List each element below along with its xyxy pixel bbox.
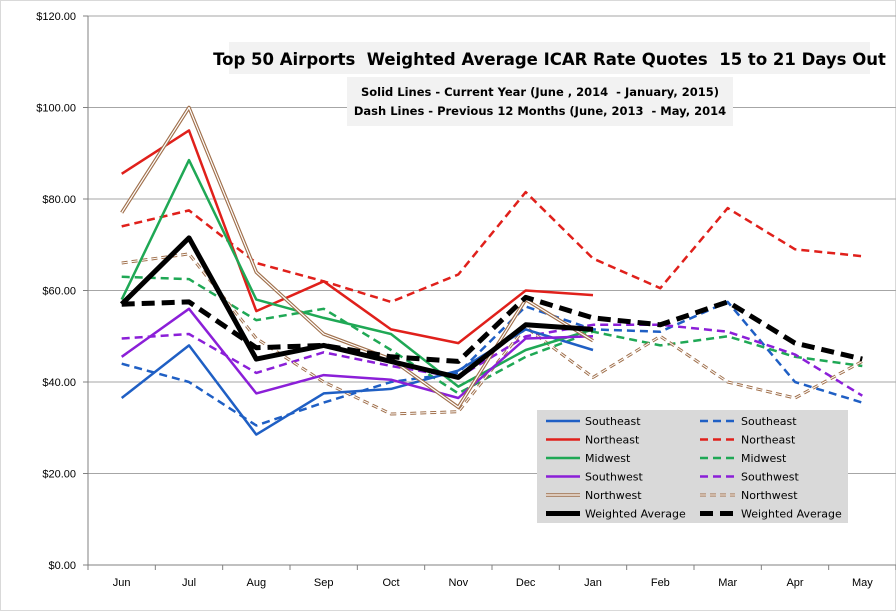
series-path xyxy=(121,275,863,395)
y-tick-label: $20.00 xyxy=(42,469,76,481)
title-block: Top 50 Airports Weighted Average ICAR Ra… xyxy=(213,42,886,126)
axes: $0.00 $20.00 $40.00 $60.00 $80.00 $100.00 $120… xyxy=(36,11,896,589)
x-tick-label: Oct xyxy=(382,577,399,589)
subtitle-line-1: Solid Lines - Current Year (June , 2014 … xyxy=(361,85,719,99)
legend-item: Midwest xyxy=(546,452,631,465)
title-box xyxy=(229,42,870,74)
series-path xyxy=(121,323,863,397)
legend-label: Southeast xyxy=(741,415,797,428)
x-tick-label: Jan xyxy=(584,577,602,589)
legend-item: Northwest xyxy=(546,489,642,502)
series-line-weighted-average-current xyxy=(119,235,594,380)
legend-item: Southwest xyxy=(700,471,799,484)
x-tick-label: Dec xyxy=(516,577,536,589)
legend-label: Southwest xyxy=(741,471,799,484)
series-path xyxy=(119,235,594,380)
legend: Southeast Northeast Midwest Southwest Northw… xyxy=(537,410,848,523)
subtitle-line-2: Dash Lines - Previous 12 Months (June, 2… xyxy=(354,104,726,118)
y-tick-label: $120.00 xyxy=(36,11,76,23)
legend-label: Midwest xyxy=(585,452,631,465)
series-path xyxy=(120,158,594,388)
x-tick-label: Apr xyxy=(786,577,803,589)
y-tick-label: $100.00 xyxy=(36,103,76,115)
series-path xyxy=(121,129,594,345)
y-tick-label: $80.00 xyxy=(42,194,76,206)
legend-label: Northwest xyxy=(741,489,798,502)
series-line-northeast-previous xyxy=(121,190,863,304)
series-path xyxy=(121,294,863,364)
legend-item: Southwest xyxy=(546,471,643,484)
legend-label: Weighted Average xyxy=(741,508,842,521)
x-tick-label: Feb xyxy=(651,577,670,589)
x-tick-label: Sep xyxy=(314,577,334,589)
series-line-southwest-previous xyxy=(121,323,863,397)
y-tick-label: $0.00 xyxy=(48,560,76,572)
legend-label: Weighted Average xyxy=(585,508,686,521)
series-line-midwest-previous xyxy=(121,275,863,395)
legend-item: Northwest xyxy=(700,489,798,502)
legend-item: Weighted Average xyxy=(546,508,686,521)
series-path xyxy=(120,307,594,400)
x-tick-label: Nov xyxy=(449,577,469,589)
subtitle-box xyxy=(347,77,733,126)
series-lines xyxy=(119,105,864,436)
x-tick-label: Jul xyxy=(182,577,196,589)
legend-item: Southeast xyxy=(700,415,797,428)
series-path xyxy=(121,190,863,304)
x-tick-label: Jun xyxy=(113,577,131,589)
legend-item: Northeast xyxy=(546,434,640,447)
chart-title: Top 50 Airports Weighted Average ICAR Ra… xyxy=(213,50,886,69)
legend-label: Southwest xyxy=(585,471,643,484)
legend-item: Weighted Average xyxy=(700,508,842,521)
legend-label: Northeast xyxy=(741,434,796,447)
series-line-northeast-current xyxy=(121,129,594,345)
y-tick-label: $40.00 xyxy=(42,377,76,389)
legend-label: Midwest xyxy=(741,452,787,465)
legend-box xyxy=(537,410,848,523)
x-tick-label: May xyxy=(852,577,873,589)
legend-label: Northeast xyxy=(585,434,640,447)
series-line-weighted-average-previous xyxy=(121,294,863,364)
series-line-southwest-current xyxy=(120,307,594,400)
x-tick-label: Aug xyxy=(247,577,267,589)
legend-item: Midwest xyxy=(700,452,787,465)
legend-label: Southeast xyxy=(585,415,641,428)
legend-label: Northwest xyxy=(585,489,642,502)
legend-item: Northeast xyxy=(700,434,796,447)
y-tick-label: $60.00 xyxy=(42,286,76,298)
series-path xyxy=(121,106,594,408)
x-tick-label: Mar xyxy=(718,577,737,589)
legend-item: Southeast xyxy=(546,415,641,428)
